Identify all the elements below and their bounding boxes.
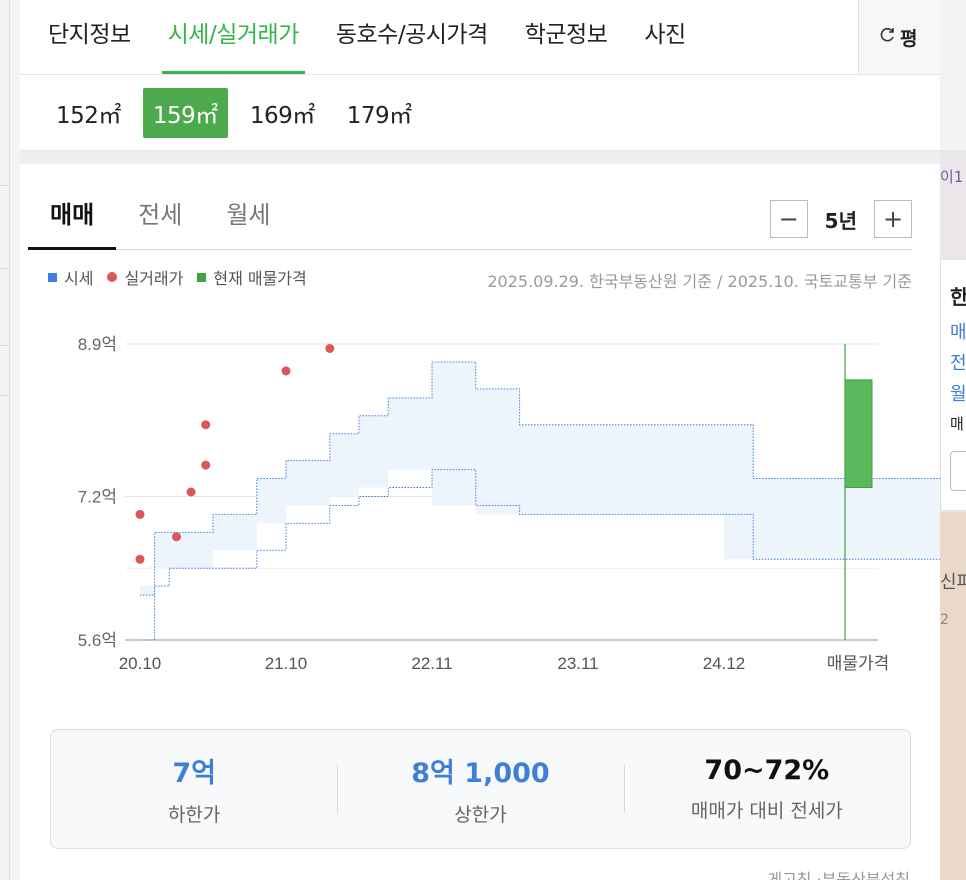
actual-trade-point: [135, 509, 145, 519]
jeonse-ratio-value: 70~72%: [704, 755, 830, 786]
tab-monthly[interactable]: 월세: [226, 201, 271, 229]
area-option-selected[interactable]: 159㎡: [142, 87, 228, 138]
left-panel-edge: [0, 0, 10, 880]
price-summary: 7억 하한가 8억 1,000 상한가 70~72% 매매가 대비 전세가: [50, 729, 911, 849]
tab-price[interactable]: 시세/실거래가: [161, 0, 306, 74]
divider: [0, 345, 10, 346]
trade-type-tabs: 매매 전세 월세 − 5년 +: [27, 164, 912, 250]
tab-school[interactable]: 학군정보: [524, 22, 608, 48]
map-label: 매: [950, 322, 966, 343]
map-background: 이1 한 매 전 월 매 신파 2: [940, 0, 966, 880]
actual-trade-point: [186, 487, 196, 497]
map-label: 신파: [940, 572, 966, 593]
lower-price-value: 7억: [172, 758, 216, 789]
listing-price-bar: [844, 379, 873, 489]
x-tick-label: 22.11: [411, 654, 452, 673]
map-label: 매: [950, 415, 964, 433]
period-control: − 5년 +: [769, 200, 912, 238]
market-price-band: [140, 361, 940, 640]
actual-trade-point: [325, 343, 335, 353]
legend-label: 시세: [64, 269, 94, 288]
map-tile: [940, 0, 966, 150]
refresh-icon: [877, 25, 897, 50]
market-price-upper-line: [140, 361, 940, 596]
unit-toggle-label: 평: [900, 27, 918, 50]
lower-price-label: 하한가: [167, 804, 221, 826]
footer-note: 게고친 ·부동산분석침: [767, 870, 910, 880]
map-label: 한: [950, 285, 966, 309]
map-popup-button[interactable]: [950, 451, 966, 491]
map-tile: [940, 150, 966, 260]
unit-toggle-button[interactable]: 평: [858, 0, 940, 74]
period-decrease-button[interactable]: −: [769, 200, 808, 238]
legend-item-market: 시세: [48, 265, 93, 289]
market-price-lower-line: [140, 469, 940, 641]
actual-trade-point: [172, 532, 181, 542]
detail-panel: 단지정보 시세/실거래가 동호수/공시가격 학군정보 사진 평 152㎡ 159…: [20, 0, 940, 880]
x-tick-label: 23.11: [557, 654, 598, 673]
section-divider: [20, 150, 940, 164]
main-tabs: 단지정보 시세/실거래가 동호수/공시가격 학군정보 사진 평: [20, 0, 940, 75]
legend-dot-icon: [107, 272, 118, 282]
legend-item-listing: 현재 매물가격: [197, 265, 307, 289]
divider: [0, 268, 10, 269]
upper-price-label: 상한가: [454, 804, 507, 826]
area-option[interactable]: 169㎡: [249, 102, 315, 129]
actual-trade-point: [281, 366, 291, 376]
map-label: 이1: [940, 168, 964, 186]
y-tick-label: 5.6억: [78, 631, 117, 650]
actual-trade-point: [201, 460, 211, 470]
source-note: 2025.09.29. 한국부동산원 기준 / 2025.10. 국토교통부 기…: [487, 272, 912, 291]
x-tick-label: 21.10: [265, 654, 308, 673]
area-selector: 152㎡ 159㎡ 169㎡ 179㎡: [20, 75, 940, 150]
area-option[interactable]: 152㎡: [56, 102, 121, 129]
actual-trade-point: [135, 554, 145, 564]
divider: [0, 395, 10, 396]
area-option[interactable]: 179㎡: [346, 102, 412, 129]
period-label: 5년: [824, 208, 857, 233]
legend-square-icon: [48, 272, 57, 282]
tab-complex-info[interactable]: 단지정보: [48, 22, 131, 48]
tab-unit-price[interactable]: 동호수/공시가격: [335, 22, 488, 48]
x-tick-label: 20.10: [119, 654, 162, 673]
y-tick-label: 8.9억: [78, 335, 117, 354]
map-tile: [940, 512, 966, 880]
divider: [0, 185, 10, 186]
map-label: 전: [950, 353, 966, 374]
jeonse-ratio-label: 매매가 대비 전세가: [690, 800, 843, 822]
period-increase-button[interactable]: +: [874, 200, 912, 238]
chart-legend: 시세 실거래가 현재 매물가격 2025.09.29. 한국부동산원 기준 / …: [48, 250, 912, 300]
actual-trade-point: [201, 420, 211, 430]
x-tick-label: 매물가격: [827, 654, 890, 673]
summary-ratio: 70~72% 매매가 대비 전세가: [623, 730, 910, 848]
map-label: 월: [950, 384, 966, 405]
y-tick-label: 7.2억: [78, 487, 117, 506]
map-label: 2: [940, 612, 949, 628]
legend-square-icon: [197, 272, 207, 282]
tab-jeonse[interactable]: 전세: [138, 201, 183, 229]
tab-sale[interactable]: 매매: [27, 176, 117, 250]
legend-label: 현재 매물가격: [213, 269, 307, 288]
tab-photo[interactable]: 사진: [644, 22, 686, 48]
x-tick-label: 24.12: [703, 654, 746, 673]
legend-label: 실거래가: [124, 269, 184, 288]
summary-lower: 7억 하한가: [51, 730, 337, 848]
legend-item-actual: 실거래가: [107, 265, 183, 289]
upper-price-value: 8억 1,000: [411, 758, 550, 789]
summary-upper: 8억 1,000 상한가: [337, 730, 623, 848]
